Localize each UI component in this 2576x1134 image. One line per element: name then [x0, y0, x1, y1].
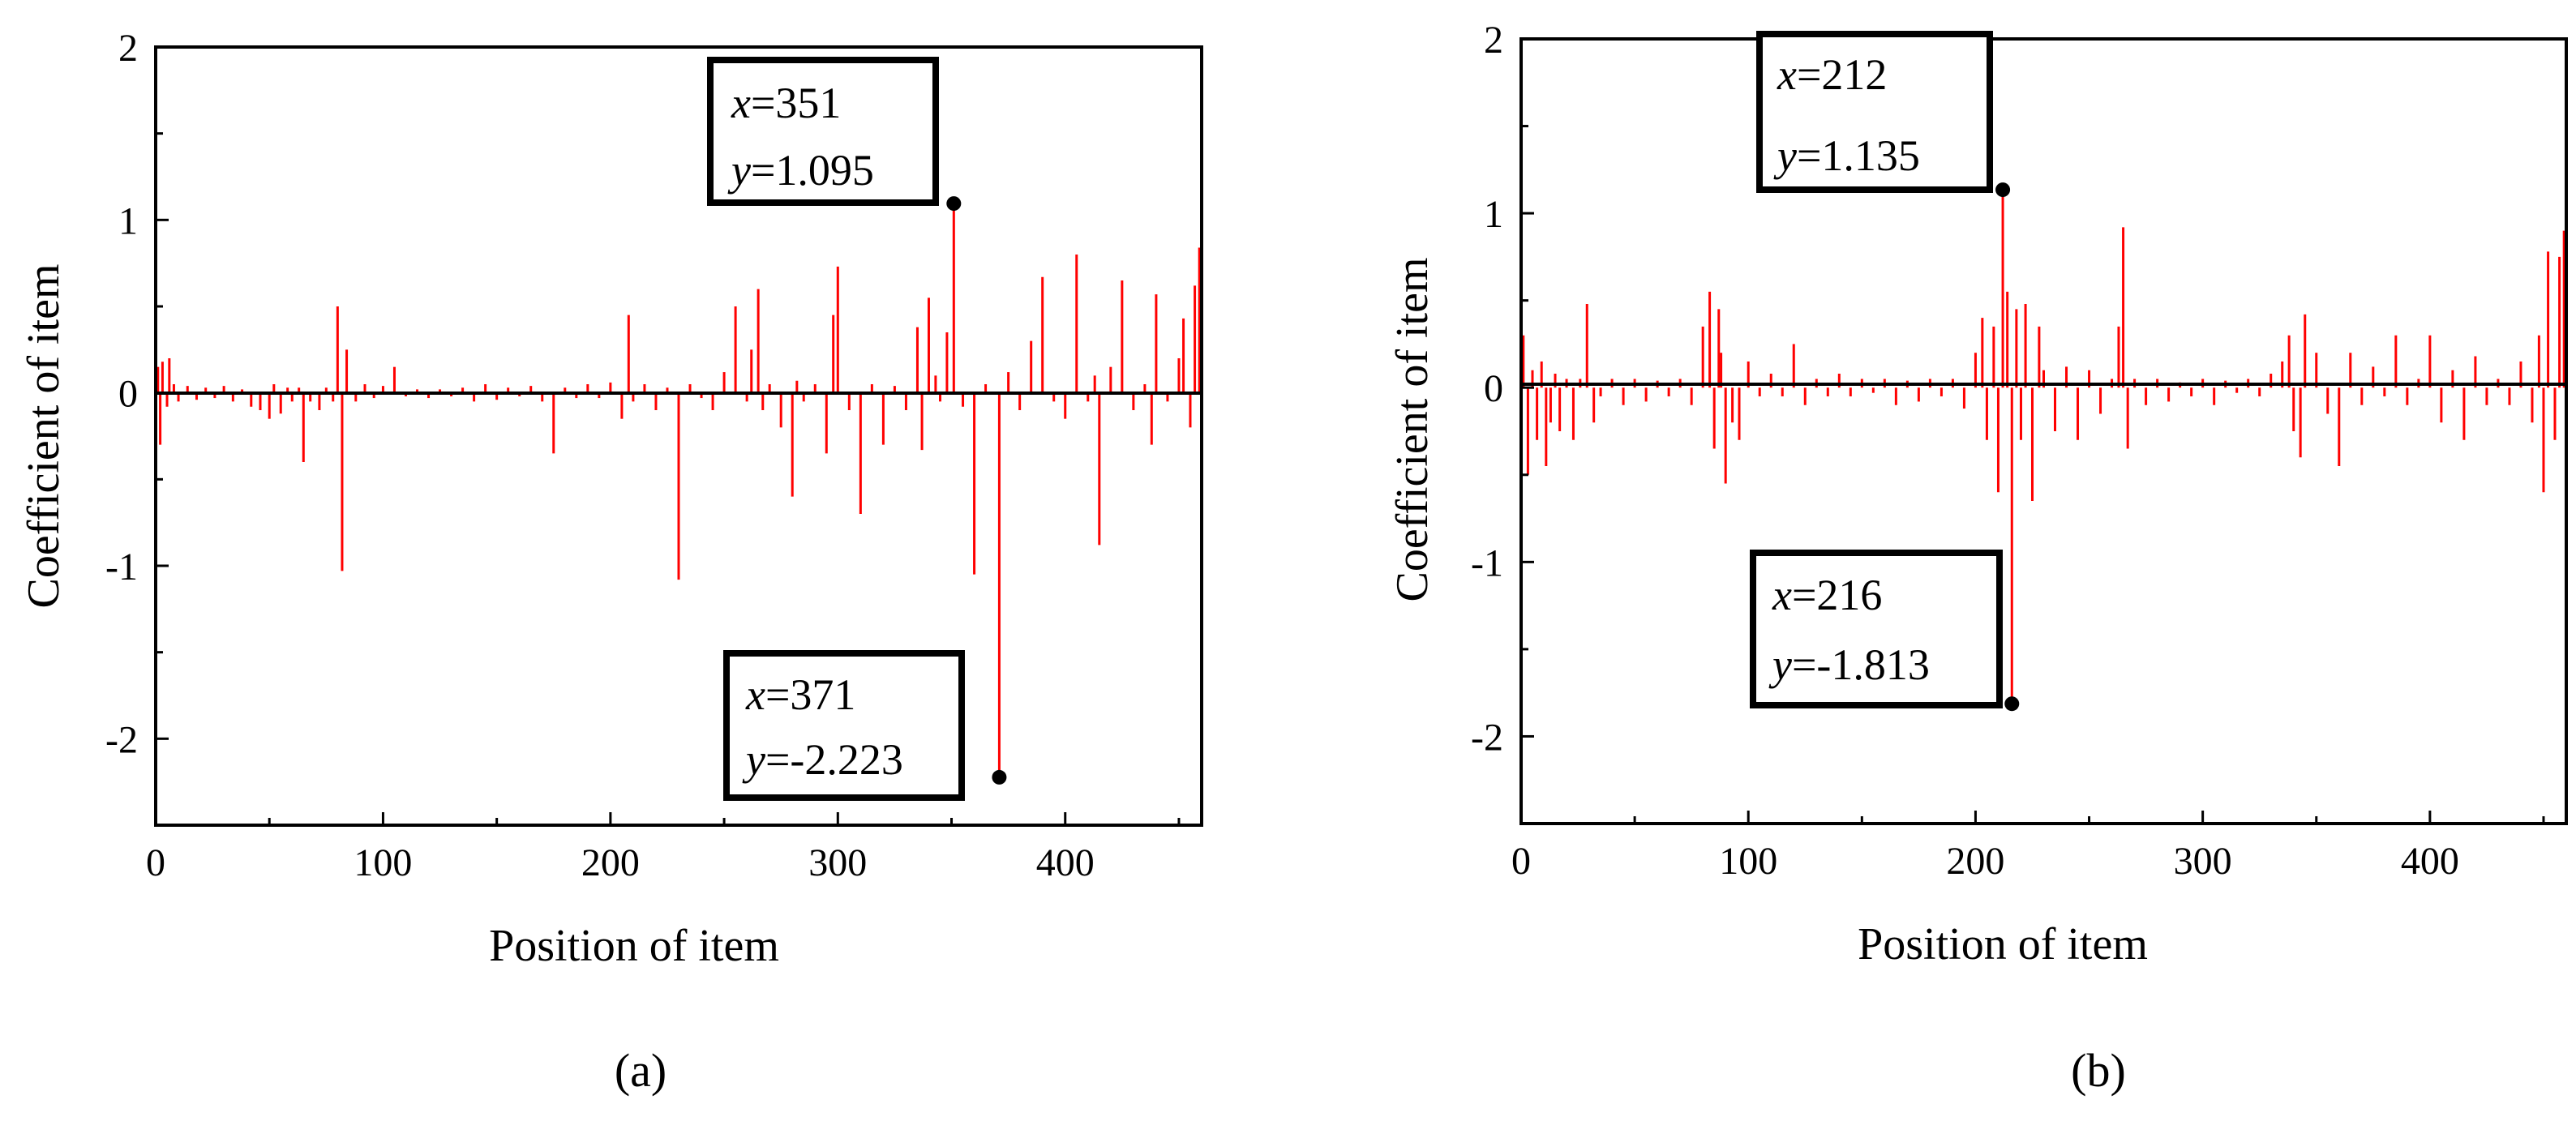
panel-b-annotation-peak-line2: y=1.135	[1773, 131, 1920, 180]
panel-b-y-tick-label: 0	[1484, 367, 1503, 410]
panel-a-y-tick-label: 2	[118, 27, 138, 70]
panel-b-y-tick-label: -1	[1471, 541, 1503, 584]
panel-b-x-tick-label: 100	[1719, 840, 1777, 883]
panel-b-x-tick-label: 200	[1946, 840, 2004, 883]
panel-a-annotation-peak-line1: x=351	[731, 79, 841, 127]
panel-b-annotation-marker	[1995, 182, 2011, 198]
panel-b-annotation-trough: x=216 y=-1.813	[1750, 550, 2003, 708]
panel-a-x-tick-label: 300	[808, 841, 867, 884]
panel-b-tick-labels: 0 100 200 300 400 2 1 0 -1 -2	[1471, 19, 2459, 883]
panel-b-y-tick-label: 2	[1484, 19, 1503, 62]
panel-b-ticks	[1519, 37, 2545, 825]
panel-b: 0 100 200 300 400 2 1 0 -1 -2 Position of item Co…	[1387, 19, 2568, 1097]
panel-b-y-tick-label: -2	[1471, 716, 1503, 759]
panel-b-plot-frame	[1519, 37, 2568, 825]
panel-b-y-tick-label: 1	[1484, 193, 1503, 236]
panel-b-y-axis-title: Coefficient of item	[1387, 257, 1438, 601]
panel-b-x-tick-label: 400	[2401, 840, 2459, 883]
panel-b-x-tick-label: 0	[1511, 840, 1531, 883]
panel-a-ticks	[154, 45, 1181, 827]
panel-a-annotation-trough: x=371 y=-2.223	[723, 650, 965, 801]
panel-a-annotation-marker	[992, 769, 1007, 785]
panel-b-x-tick-label: 300	[2174, 840, 2232, 883]
panel-b-annotation-trough-box	[1750, 550, 2003, 708]
panel-a: 0 100 200 300 400 2 1 0 -1 -2 Position of item Co…	[19, 27, 1203, 1097]
panel-a-annotation-marker	[946, 196, 962, 212]
panel-b-annotation-trough-line2: y=-1.813	[1768, 640, 1930, 689]
panel-a-x-tick-label: 100	[354, 841, 412, 884]
panel-a-tick-labels: 0 100 200 300 400 2 1 0 -1 -2	[105, 27, 1095, 884]
panel-b-x-axis-title: Position of item	[1858, 919, 2148, 969]
panel-b-annotation-peak: x=212 y=1.135	[1756, 31, 1993, 193]
panel-a-plot-frame	[154, 45, 1203, 827]
panel-b-annotation-marker	[2004, 696, 2020, 712]
panel-a-y-tick-label: -1	[105, 546, 138, 588]
panel-b-bars	[1522, 190, 2565, 704]
panel-a-x-tick-label: 400	[1036, 841, 1095, 884]
panel-b-annotation-peak-box	[1756, 31, 1993, 193]
panel-a-y-tick-label: -2	[105, 718, 138, 761]
panel-a-x-axis-title: Position of item	[489, 921, 779, 971]
panel-a-annotation-trough-box	[723, 650, 965, 801]
panel-b-annotation-peak-line1: x=212	[1777, 50, 1887, 99]
panel-a-y-axis-title: Coefficient of item	[19, 263, 69, 608]
panel-a-x-tick-label: 0	[146, 841, 165, 884]
panel-b-label: (b)	[2071, 1044, 2126, 1097]
panel-a-annotation-peak: x=351 y=1.095	[707, 57, 939, 206]
panel-a-annotation-peak-line2: y=1.095	[727, 146, 874, 195]
panel-a-annotation-trough-line1: x=371	[745, 670, 855, 719]
panel-a-bars	[156, 203, 1201, 777]
panel-a-label: (a)	[615, 1044, 667, 1097]
panel-a-x-tick-label: 200	[581, 841, 640, 884]
panel-b-markers	[1995, 182, 2020, 712]
panel-b-annotation-trough-line1: x=216	[1772, 571, 1882, 619]
panel-a-y-tick-label: 0	[118, 373, 138, 416]
panel-a-annotation-peak-box	[707, 57, 939, 206]
panel-a-annotation-trough-line2: y=-2.223	[742, 735, 903, 784]
panel-a-y-tick-label: 1	[118, 199, 138, 242]
panel-a-markers	[946, 196, 1007, 785]
